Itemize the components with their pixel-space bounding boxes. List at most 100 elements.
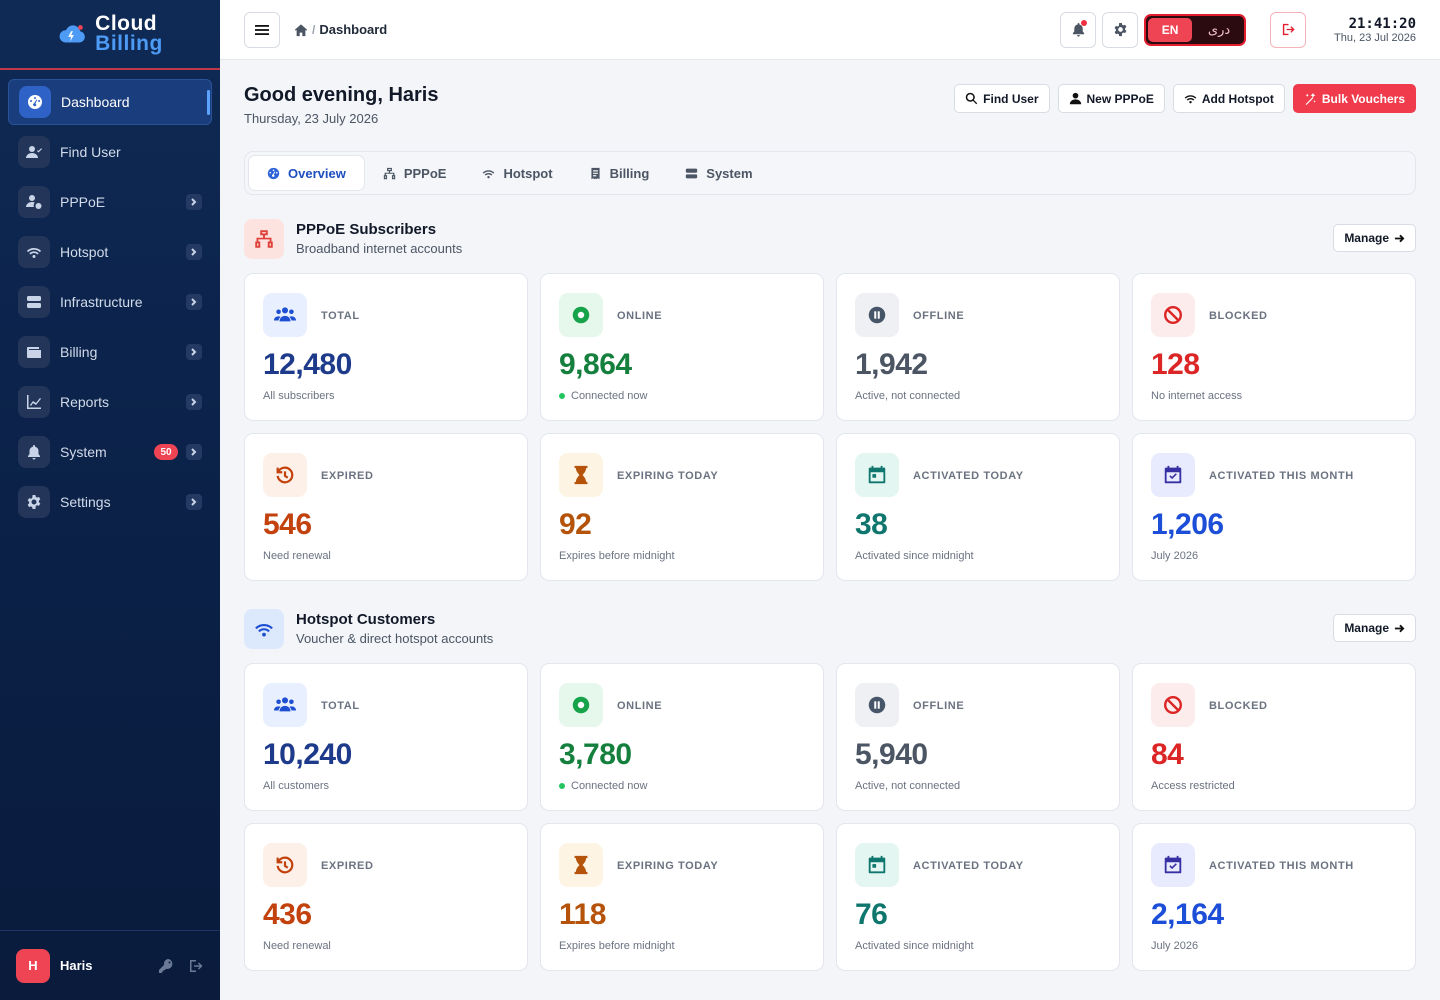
server-icon [686,168,698,178]
online-dot [559,783,565,789]
sidebar: Cloud Billing Dashboard Find User PPPoE … [0,0,220,1000]
sidebar-item-system[interactable]: System 50 [8,429,212,475]
stat-note: Expires before midnight [559,550,675,562]
bulk-vouchers-button[interactable]: Bulk Vouchers [1292,84,1416,113]
sidebar-nav: Dashboard Find User PPPoE Hotspot Infras… [0,70,220,525]
breadcrumb: / Dashboard [294,22,387,37]
tab-billing[interactable]: Billing [571,155,668,191]
brand[interactable]: Cloud Billing [0,0,220,70]
notification-count-badge: 50 [154,444,178,460]
stat-label: BLOCKED [1209,310,1268,322]
new-pppoe-button[interactable]: New PPPoE [1057,84,1165,113]
stat-label: OFFLINE [913,700,965,712]
manage-hotspot-button[interactable]: Manage [1333,614,1416,642]
chevron-right-icon [186,194,202,210]
sidebar-item-label: Settings [60,494,111,510]
stat-label: ONLINE [617,700,663,712]
language-switcher: EN دری [1144,13,1247,46]
stat-note: All customers [263,780,330,792]
sidebar-item-infrastructure[interactable]: Infrastructure [8,279,212,325]
user-icon [1069,92,1081,105]
avatar[interactable]: H [16,948,50,983]
stat-label: ACTIVATED THIS MONTH [1209,470,1354,482]
user-panel: H Haris [0,930,220,1000]
stat-card-expired[interactable]: EXPIRED 436 Need renewal [244,823,528,971]
stat-value: 546 [263,508,312,541]
brand-line-2: Billing [95,32,163,55]
calendar-check-icon [1151,453,1195,497]
stat-label: OFFLINE [913,310,965,322]
stat-label: EXPIRING TODAY [617,860,719,872]
home-icon[interactable] [294,23,308,37]
stat-value: 118 [559,898,606,931]
sidebar-item-dashboard[interactable]: Dashboard [8,79,212,125]
notification-dot [1081,19,1088,26]
stat-card-activated-today[interactable]: ACTIVATED TODAY 76 Activated since midni… [836,823,1120,971]
stat-value: 84 [1151,738,1184,771]
sidebar-item-label: Billing [60,344,98,360]
stat-card-activated-today[interactable]: ACTIVATED TODAY 38 Activated since midni… [836,433,1120,581]
ban-icon [1151,293,1195,337]
calendar-check-icon [1151,843,1195,887]
notifications-button[interactable] [1060,11,1097,48]
pause-circle-icon [855,293,899,337]
tab-hotspot[interactable]: Hotspot [464,155,570,191]
stat-card-blocked[interactable]: BLOCKED 128 No internet access [1132,273,1416,421]
lang-dari-button[interactable]: دری [1207,21,1231,37]
stat-card-expiring-today[interactable]: EXPIRING TODAY 118 Expires before midnig… [540,823,824,971]
network-icon [383,167,396,179]
stat-value: 92 [559,508,592,541]
gear-icon [18,486,50,518]
sidebar-item-label: Hotspot [60,244,109,260]
logout-button[interactable] [1270,11,1307,48]
stat-card-expiring-today[interactable]: EXPIRING TODAY 92 Expires before midnigh… [540,433,824,581]
manage-pppoe-button[interactable]: Manage [1333,224,1416,252]
tab-pppoe[interactable]: PPPoE [365,155,465,191]
add-hotspot-button[interactable]: Add Hotspot [1172,84,1285,113]
users-icon [263,683,307,727]
users-icon [263,293,307,337]
menu-toggle-button[interactable] [244,11,280,48]
stat-value: 9,864 [559,348,632,381]
dashboard-tabs: Overview PPPoE Hotspot Billing System [244,151,1416,195]
settings-button[interactable] [1102,11,1139,48]
calendar-icon [855,453,899,497]
breadcrumb-current: Dashboard [319,22,388,37]
key-icon[interactable] [158,958,174,974]
clock-date: Thu, 23 Jul 2026 [1334,31,1416,44]
stat-label: EXPIRED [321,860,374,872]
quick-actions: Find User New PPPoE Add Hotspot Bulk Vou… [954,84,1416,113]
sidebar-item-pppoe[interactable]: PPPoE [8,179,212,225]
stat-card-online[interactable]: ONLINE 3,780 Connected now [540,663,824,811]
sidebar-item-reports[interactable]: Reports [8,379,212,425]
topbar: / Dashboard EN دری 21:41:20 Thu, 23 Jul … [220,0,1440,60]
pppoe-section: PPPoE Subscribers Broadband internet acc… [244,219,1416,581]
find-user-button[interactable]: Find User [954,84,1050,113]
lang-en-button[interactable]: EN [1148,17,1193,42]
wifi-icon [244,609,284,649]
stat-card-total[interactable]: TOTAL 10,240 All customers [244,663,528,811]
chevron-right-icon [186,244,202,260]
sidebar-item-label: PPPoE [60,194,106,210]
server-icon [18,286,50,318]
search-icon [965,92,978,105]
sidebar-item-settings[interactable]: Settings [8,479,212,525]
gauge-icon [19,86,51,118]
stat-card-activated-month[interactable]: ACTIVATED THIS MONTH 1,206 July 2026 [1132,433,1416,581]
stat-card-blocked[interactable]: BLOCKED 84 Access restricted [1132,663,1416,811]
sidebar-item-hotspot[interactable]: Hotspot [8,229,212,275]
tab-system[interactable]: System [667,155,770,191]
stat-card-online[interactable]: ONLINE 9,864 Connected now [540,273,824,421]
stat-card-activated-month[interactable]: ACTIVATED THIS MONTH 2,164 July 2026 [1132,823,1416,971]
sidebar-item-label: Reports [60,394,110,410]
sidebar-item-find-user[interactable]: Find User [8,129,212,175]
stat-card-offline[interactable]: OFFLINE 1,942 Active, not connected [836,273,1120,421]
sidebar-item-billing[interactable]: Billing [8,329,212,375]
online-circle-icon [559,293,603,337]
tab-overview[interactable]: Overview [248,155,365,191]
stat-card-expired[interactable]: EXPIRED 546 Need renewal [244,433,528,581]
stat-card-total[interactable]: TOTAL 12,480 All subscribers [244,273,528,421]
stat-value: 5,940 [855,738,928,771]
logout-icon[interactable] [188,958,204,974]
stat-card-offline[interactable]: OFFLINE 5,940 Active, not connected [836,663,1120,811]
